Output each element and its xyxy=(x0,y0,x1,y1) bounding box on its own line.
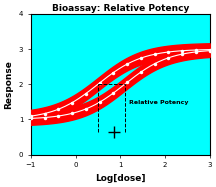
X-axis label: Log[dose]: Log[dose] xyxy=(95,174,145,183)
Title: Bioassay: Relative Potency: Bioassay: Relative Potency xyxy=(52,4,189,13)
Text: Relative Potency: Relative Potency xyxy=(129,100,189,105)
Y-axis label: Response: Response xyxy=(4,60,13,109)
